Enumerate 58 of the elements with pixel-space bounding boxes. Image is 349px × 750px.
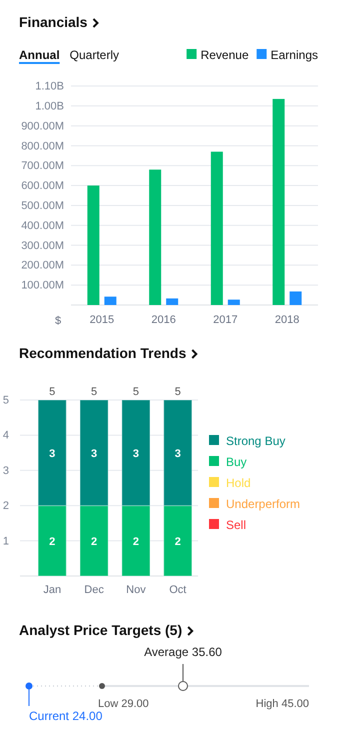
x-tick-label: 2018 [274,314,300,326]
y-tick-label: 400.00M [21,220,64,232]
text: Current 24.00 [29,709,103,723]
text: Analyst Price Targets (5) [19,622,182,638]
x-tick-label: Jan [43,584,62,596]
y-tick-label: 2 [2,500,9,512]
data-label: 3 [91,448,98,460]
bar [272,98,285,305]
text: Low 29.00 [98,698,149,710]
bar [104,296,116,305]
x-tick-label: Dec [84,584,104,596]
text: Average 35.60 [144,645,222,659]
x-tick-label: 2015 [90,314,114,326]
total-label: 5 [174,386,181,398]
x-tick-label: 2017 [213,314,238,326]
y-tick-label: 800.00M [21,140,64,152]
legend-label: Underperform [226,497,300,511]
chart-title: Financials [19,14,88,30]
bar [87,186,100,305]
y-tick-label: 600.00M [21,180,64,192]
bar [149,170,162,305]
chart-title: Recommendation Trends [19,345,186,361]
total-label: 5 [91,386,98,398]
text: High 45.00 [256,698,309,710]
y-axis-title: $ [54,315,62,327]
data-label: 2 [132,536,139,548]
y-tick-label: 1 [2,535,9,548]
data-label: 3 [174,448,181,460]
y-tick-label: 5 [2,394,9,407]
legend-label: Revenue [200,48,249,62]
y-tick-label: 1.10B [35,80,64,93]
text: Quarterly [70,48,120,62]
x-tick-label: Nov [126,584,146,596]
y-tick-label: 900.00M [21,120,64,132]
legend-label: Strong Buy [226,434,286,448]
legend-label: Hold [226,476,251,490]
y-tick-label: 100.00M [21,280,64,292]
bar [228,300,240,305]
bar [210,152,223,305]
x-tick-label: 2016 [151,314,176,326]
bar [166,298,178,305]
y-tick-label: 3 [2,464,9,477]
y-tick-label: 4 [2,430,9,442]
data-label: 2 [174,536,181,548]
data-label: 3 [132,448,139,460]
y-tick-label: 1.00B [35,100,64,112]
legend-label: Earnings [270,48,318,62]
bar [290,291,302,305]
y-tick-label: 700.00M [21,160,64,172]
y-tick-label: 300.00M [21,240,64,252]
y-tick-label: 500.00M [21,200,64,212]
legend-label: Sell [226,518,246,532]
data-label: 2 [91,536,98,548]
x-tick-label: Oct [169,584,186,596]
text: Annual [19,48,60,62]
legend-label: Buy [226,455,247,469]
total-label: 5 [132,386,139,398]
y-tick-label: 200.00M [21,260,64,272]
